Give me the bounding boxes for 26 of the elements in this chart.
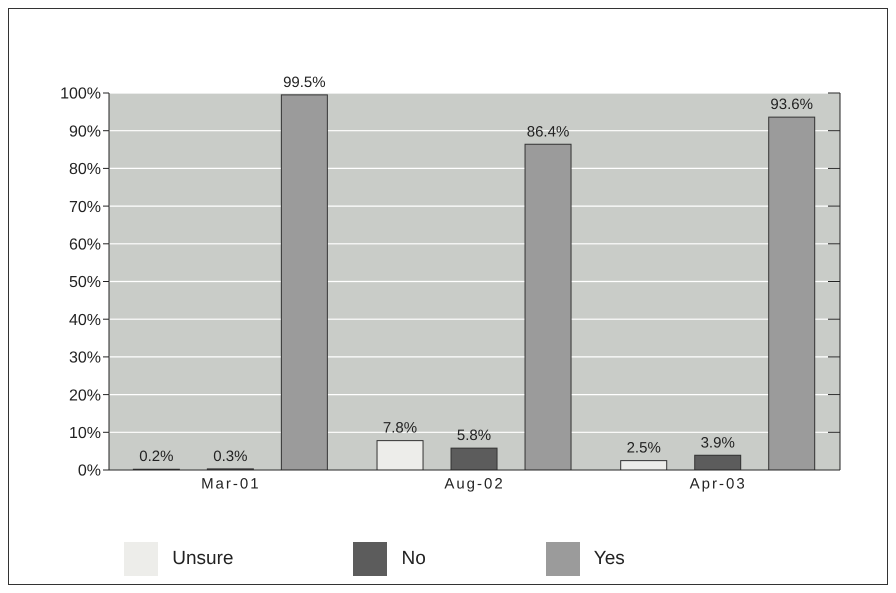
y-tick-label: 80%: [68, 161, 101, 178]
y-tick-label: 30%: [68, 350, 101, 367]
x-tick-label: Apr-03: [690, 476, 747, 493]
data-label: 99.5%: [283, 74, 326, 91]
data-label: 5.8%: [456, 427, 492, 444]
y-tick-label: 10%: [68, 424, 101, 442]
data-label: 7.8%: [382, 420, 418, 437]
data-label: 2.5%: [626, 440, 661, 457]
x-tick-label: Aug-02: [444, 476, 505, 493]
y-tick-label: 70%: [68, 198, 101, 216]
y-tick-label: 20%: [68, 387, 101, 404]
data-label: 0.3%: [213, 448, 248, 465]
data-label: 93.6%: [770, 96, 813, 114]
y-tick-label: 40%: [68, 312, 101, 329]
y-tick-label: 60%: [68, 236, 101, 254]
y-tick-label: 90%: [68, 123, 101, 140]
legend-label: Yes: [594, 548, 625, 570]
y-tick-label: 50%: [68, 274, 101, 292]
data-label: 86.4%: [526, 123, 570, 140]
x-tick-label: Mar-01: [201, 476, 261, 493]
y-tick-label: 100%: [60, 86, 101, 103]
data-label: 3.9%: [700, 434, 735, 452]
y-tick-label: 0%: [78, 462, 101, 480]
legend-label: No: [401, 548, 426, 570]
data-label: 0.2%: [139, 448, 174, 466]
legend-label: Unsure: [172, 548, 234, 570]
